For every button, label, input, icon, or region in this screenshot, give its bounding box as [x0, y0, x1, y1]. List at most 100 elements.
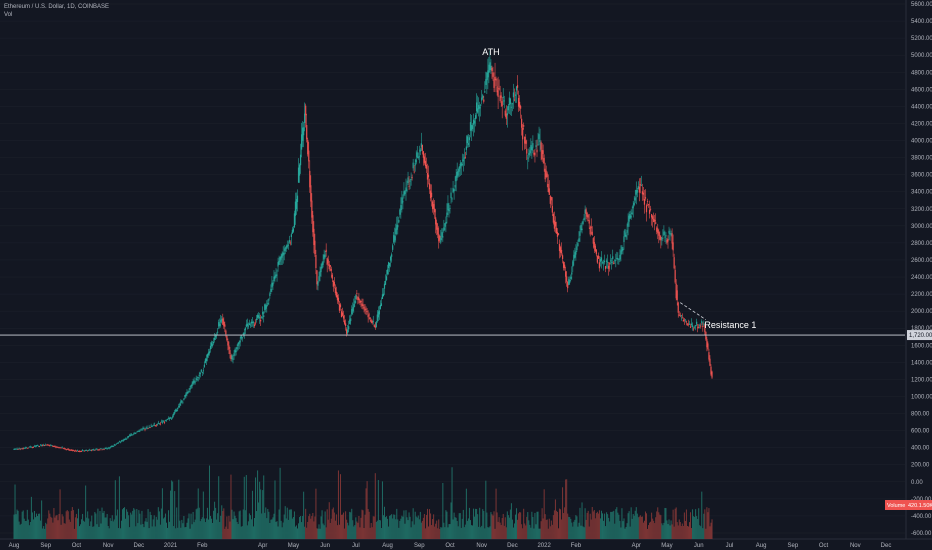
volume-bar [610, 511, 612, 539]
volume-bar [176, 507, 178, 539]
price-tick-label: 1800.00 [911, 326, 932, 332]
candle-body [263, 315, 265, 318]
candle-body [132, 434, 134, 436]
volume-bar [445, 510, 447, 539]
candle-body [423, 156, 426, 163]
candle-body [79, 451, 82, 453]
candle-body [574, 252, 576, 258]
volume-bar [321, 510, 323, 539]
volume-bar [421, 520, 423, 539]
candle-body [414, 162, 416, 166]
candle-body [161, 421, 164, 423]
candle-body [446, 212, 448, 218]
volume-bar [111, 515, 113, 539]
candle-body [421, 145, 423, 151]
time-tick-label: Oct [72, 543, 82, 549]
candle-body [430, 192, 433, 198]
candle-body [26, 447, 28, 449]
volume-bar [686, 525, 688, 539]
candle-body [706, 339, 708, 348]
candle-body [381, 294, 384, 299]
volume-bar [546, 519, 548, 539]
candle-body [151, 426, 153, 427]
candle-body [225, 330, 227, 335]
candle-body [61, 447, 63, 449]
candle-body [239, 340, 241, 343]
candle-body [174, 411, 176, 414]
volume-bar [618, 514, 620, 539]
volume-bar [336, 525, 338, 539]
volume-bar [672, 509, 674, 539]
candle-body [615, 260, 617, 261]
candle-body [275, 274, 277, 277]
volume-bar [55, 515, 57, 539]
candle-body [113, 444, 115, 446]
candle-body [44, 445, 46, 446]
candle-body [410, 178, 412, 180]
volume-bar [470, 525, 472, 539]
candle-body [628, 215, 630, 222]
volume-bar [19, 524, 21, 539]
volume-bar [133, 508, 135, 539]
volume-bar [588, 526, 590, 539]
volume-bar [372, 516, 374, 539]
volume-bar [695, 509, 697, 539]
volume-bar [520, 512, 522, 539]
volume-bar [115, 515, 117, 539]
candle-body [372, 321, 374, 322]
volume-bar [578, 522, 580, 539]
volume-bar [180, 527, 182, 539]
candle-body [484, 91, 486, 93]
volume-bar [612, 511, 614, 539]
volume-bar [66, 510, 68, 539]
volume-price-tag [885, 500, 932, 510]
volume-bar [291, 518, 293, 539]
volume-bar [168, 510, 170, 539]
volume-bar [74, 517, 76, 539]
candle-body [672, 242, 674, 251]
candle-body [708, 352, 710, 360]
candle-body [202, 370, 204, 372]
candle-body [554, 221, 557, 227]
candle-body [17, 449, 19, 450]
candle-body [327, 259, 329, 264]
candle-body [377, 311, 379, 318]
volume-bar [575, 515, 577, 539]
candle-body [72, 450, 74, 452]
volume-bar [570, 518, 572, 539]
price-tick-label: 3800.00 [911, 156, 932, 162]
volume-bar [682, 525, 684, 539]
volume-bar [678, 519, 680, 539]
volume-bar [84, 521, 86, 539]
candle-body [124, 438, 127, 440]
price-tick-label: 3600.00 [911, 173, 932, 179]
candle-body [479, 106, 481, 109]
candle-body [362, 304, 364, 307]
candle-body [373, 324, 375, 327]
candle-body [500, 95, 502, 98]
candle-body [455, 175, 457, 182]
candle-body [93, 449, 95, 451]
candle-body [71, 450, 73, 451]
candle-body [73, 450, 75, 452]
candle-body [607, 261, 609, 263]
volume-bar [248, 513, 250, 539]
volume-bar [416, 517, 418, 539]
candle-body [548, 188, 550, 195]
volume-bar [163, 517, 165, 539]
candle-body [207, 352, 210, 356]
time-tick-label: Dec [134, 543, 145, 549]
candle-body [45, 444, 47, 446]
candle-body [645, 205, 648, 213]
volume-bar [485, 480, 487, 539]
candle-body [426, 173, 429, 180]
candle-body [408, 185, 410, 187]
volume-bar [49, 513, 51, 539]
volume-bar [40, 520, 42, 539]
candle-body [316, 270, 318, 285]
candle-body [472, 119, 475, 125]
candle-body [604, 266, 607, 269]
candle-body [291, 229, 293, 234]
volume-bar [352, 520, 354, 539]
